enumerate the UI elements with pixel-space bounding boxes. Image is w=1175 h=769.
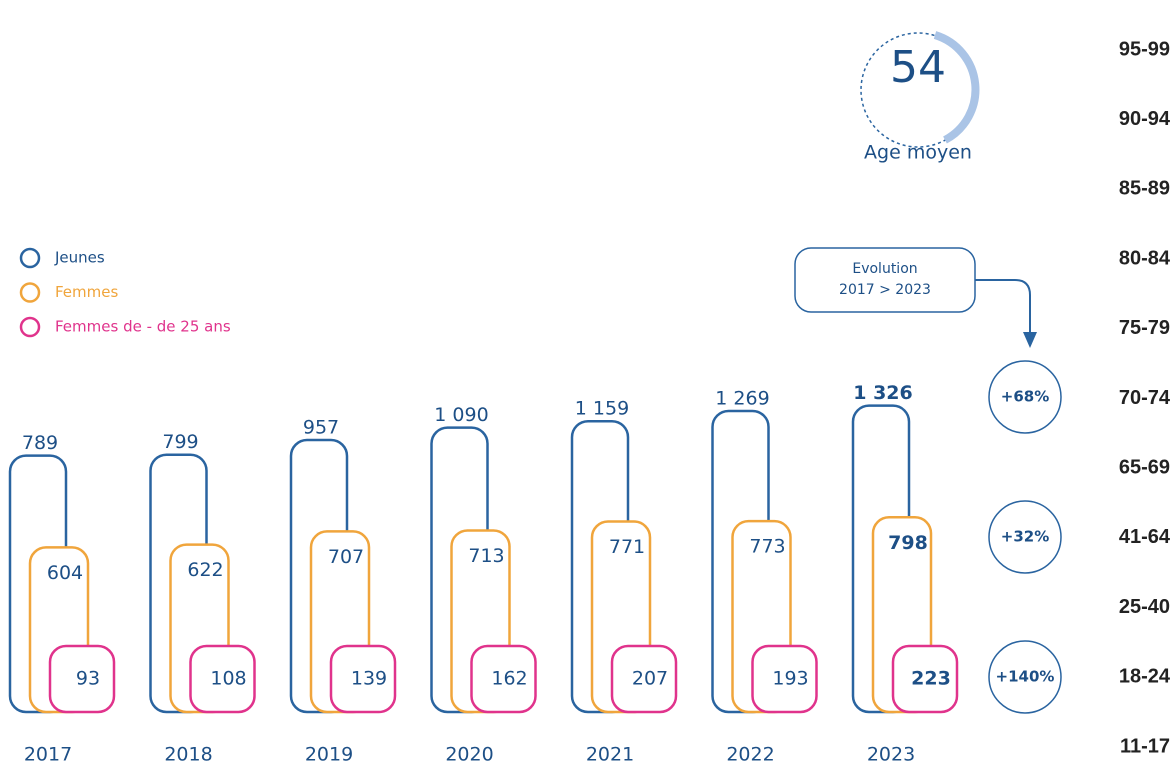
value-label: 604 bbox=[47, 562, 83, 584]
value-label: 108 bbox=[210, 668, 246, 690]
legend-label: Femmes bbox=[55, 283, 118, 301]
age-range: 18-24 bbox=[1119, 666, 1171, 688]
value-label: 207 bbox=[632, 668, 668, 690]
x-tick-label: 2021 bbox=[586, 744, 634, 766]
evolution-circle bbox=[988, 500, 1062, 574]
bar bbox=[329, 644, 397, 714]
value-label: 713 bbox=[468, 545, 504, 567]
evolution-arrow bbox=[975, 279, 1031, 335]
legend-marker bbox=[19, 282, 41, 303]
value-label: 799 bbox=[162, 431, 198, 453]
age-arc bbox=[933, 31, 980, 144]
value-label: 789 bbox=[22, 432, 58, 454]
bar bbox=[751, 644, 818, 714]
value-label: 93 bbox=[76, 668, 100, 690]
average-age-label: Age moyen bbox=[864, 142, 972, 164]
value-label: 193 bbox=[772, 668, 808, 690]
legend-marker bbox=[19, 316, 41, 338]
value-label: 223 bbox=[911, 668, 951, 690]
x-tick-label: 2020 bbox=[445, 744, 493, 766]
value-label: 1 326 bbox=[853, 382, 913, 404]
x-tick-label: 2022 bbox=[726, 744, 774, 766]
bar bbox=[610, 644, 678, 714]
legend-label: Jeunes bbox=[54, 249, 105, 267]
x-tick-label: 2017 bbox=[24, 744, 72, 766]
value-label: 798 bbox=[888, 532, 928, 554]
age-range: 65-69 bbox=[1119, 456, 1170, 478]
average-age: 54 bbox=[890, 42, 946, 93]
x-tick-label: 2023 bbox=[867, 744, 915, 766]
evolution-circle bbox=[988, 360, 1062, 434]
bar bbox=[891, 644, 959, 714]
bar bbox=[48, 644, 116, 714]
value-label: 707 bbox=[328, 546, 364, 568]
age-range: 75-79 bbox=[1119, 317, 1170, 339]
age-range: 70-74 bbox=[1119, 387, 1171, 409]
value-label: 957 bbox=[303, 416, 339, 438]
value-label: 1 090 bbox=[434, 404, 488, 426]
value-label: 1 269 bbox=[715, 387, 769, 409]
x-tick-label: 2019 bbox=[305, 744, 353, 766]
evolution-box bbox=[794, 247, 976, 313]
arrow-head bbox=[1023, 332, 1037, 348]
bar bbox=[189, 644, 256, 714]
x-tick-label: 2018 bbox=[164, 744, 212, 766]
value-label: 771 bbox=[609, 536, 645, 558]
evolution-title: Evolution bbox=[852, 261, 917, 277]
age-range: 25-40 bbox=[1119, 596, 1170, 618]
age-range: 80-84 bbox=[1119, 247, 1171, 269]
legend-marker bbox=[19, 247, 41, 269]
evolution-value: +32% bbox=[1001, 528, 1049, 546]
bar bbox=[470, 644, 537, 714]
value-label: 622 bbox=[187, 559, 223, 581]
age-range: 41-64 bbox=[1119, 526, 1171, 548]
evolution-value: +140% bbox=[996, 668, 1055, 686]
age-range: 85-89 bbox=[1119, 178, 1170, 200]
value-label: 139 bbox=[351, 668, 387, 690]
age-range: 90-94 bbox=[1119, 108, 1171, 130]
value-label: 773 bbox=[749, 536, 785, 558]
value-label: 162 bbox=[491, 668, 527, 690]
evolution-value: +68% bbox=[1001, 388, 1049, 406]
value-label: 1 159 bbox=[575, 398, 629, 420]
age-range: 95-99 bbox=[1119, 38, 1170, 60]
evolution-circle bbox=[988, 640, 1062, 714]
legend-label: Femmes de - de 25 ans bbox=[55, 318, 231, 336]
age-range: 11-17 bbox=[1120, 735, 1170, 757]
evolution-title: 2017 > 2023 bbox=[839, 282, 931, 298]
